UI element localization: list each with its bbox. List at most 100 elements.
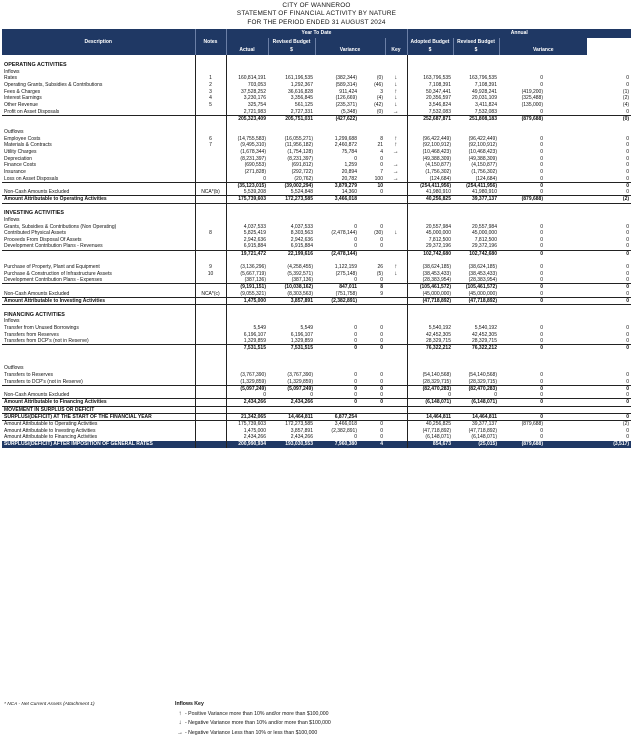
spacer-cell [499,203,545,210]
spacer-cell [453,358,499,365]
variance-pct-cell: (30) [374,230,383,237]
revised-budget-cell: 14,464,811 [268,412,315,422]
variance-pct-cell: 8 [380,135,383,142]
variance-pct-cell [359,249,385,257]
annual-revised-cell: (38,453,433) [468,270,497,277]
row-note [194,168,226,176]
revised-budget-cell: 6,915,884 [290,243,313,250]
key-cell [385,249,407,257]
row-description: Amount Attributable to Financing Activit… [2,398,195,407]
table-row: Non-Cash Amounts Excluded NCA*(c) (9,055,3… [2,290,631,298]
variance-cell: 0 [315,344,359,352]
variance-cell: (126,669) [335,95,357,102]
annual-variance-cell: (879,688) [499,195,545,204]
revised-budget-cell: 8,303,563 [290,230,313,237]
key-cell [385,62,407,69]
variance-pct-cell: 0 [359,398,385,407]
table-row: Materials & Contracts 7 (9,495,310) (11,956… [2,142,631,149]
actual-cell [225,216,268,224]
spacer-cell [359,55,385,62]
row-note [194,155,226,163]
adopted-budget-cell [406,365,453,372]
revised-budget-cell: 1,329,859 [290,338,313,345]
adopted-budget-cell: 20,356,597 [406,95,453,102]
variance-cell [315,217,359,224]
key-cell: ↑ [394,142,398,149]
variance-pct-cell: (4) [376,95,383,102]
row-description: Fees & Charges [4,88,41,95]
variance-cell [315,210,359,217]
actual-cell: 703,053 [225,81,268,89]
key-cell [385,405,407,415]
revised-budget-cell [268,62,315,69]
spacer-cell [2,305,195,312]
actual-cell: (5,097,249) [225,384,268,393]
adopted-budget-cell: (105,461,572) [406,283,453,291]
annual-revised-cell: (6,148,071) [471,434,497,441]
row-description: Non-Cash Amounts Excluded [4,290,70,297]
revised-budget-cell: (5,097,249) [268,384,315,393]
spacer-row [2,304,631,312]
key-cell [385,291,407,298]
annual-variance-pct-cell [545,365,631,372]
spacer-cell [359,358,385,365]
row-description: Development Contribution Plans - Expense… [4,277,103,284]
spacer-cell [315,352,359,359]
spacer-cell [359,257,385,264]
row-note [194,216,226,224]
annual-variance-pct-cell: 0 [545,344,632,352]
key-text: - Negative Variance Less than 10% or les… [185,729,318,736]
variance-cell: (427,622) [315,114,359,123]
row-description: SURPLUS/(DEFICIT) AFTER IMPOSITION OF GE… [2,440,195,448]
key-cell: → [392,149,399,156]
adopted-budget-cell [406,128,453,136]
adopted-budget-cell: (82,470,283) [406,384,453,393]
col-ann-variance-top [498,38,587,46]
table-row: Outflows [2,365,631,372]
key-item: ↓ - Negative Variance more than 10% and/o… [175,719,331,729]
actual-cell [225,405,268,415]
key-cell: ↑ [394,135,398,142]
key-cell [385,189,407,196]
row-description: Operating Grants, Subsidies & Contributi… [4,81,103,88]
annual-variance-pct-cell: (4) [622,102,630,108]
actual-cell: 2,434,266 [225,434,268,441]
row-description: Insurance [4,169,26,176]
spacer-cell [385,352,407,359]
actual-cell: (387,136) [225,277,268,284]
variance-cell: (2,478,144) [331,230,357,237]
spacer-cell [225,304,268,312]
annual-revised-cell [453,217,499,224]
annual-variance-cell: 0 [540,149,543,156]
row-description: Inflows [4,318,20,325]
variance-cell: 0 [354,243,357,250]
revised-budget-cell: (387,136) [291,277,313,284]
row-description: OPERATING ACTIVITIES [4,61,67,68]
row-description: Outflows [4,128,24,135]
row-description: Amount Attributable to Operating Activit… [4,421,98,428]
spacer-cell [385,122,407,129]
annual-revised-cell: (28,329,715) [468,378,497,385]
revised-budget-cell: 2,942,636 [290,236,313,243]
annual-variance-cell: 0 [540,155,543,162]
variance-cell: 0 [354,155,357,162]
annual-variance-pct-cell: (1) [622,88,630,95]
table-row: Inflows [2,68,631,76]
table-row: Interest Earnings 4 3,230,176 3,356,845 (126… [2,95,631,102]
key-cell: ↓ [394,95,398,102]
annual-variance-cell: 0 [499,344,545,352]
spacer-cell [2,257,195,264]
revised-budget-cell: (8,231,397) [287,155,313,162]
row-note: NCA*(c) [194,290,226,298]
adopted-budget-cell: 14,464,811 [406,412,453,422]
table-row: Amount Attributable to Operating Activit… [2,420,631,428]
actual-cell: (271,828) [225,168,268,176]
adopted-budget-cell: (47,718,892) [406,427,453,435]
annual-revised-cell: (38,624,185) [468,263,497,270]
row-description: Grants, Subsidies & Contributions (Non O… [4,223,117,230]
table-row: Loss on Asset Disposals 0 (20,762) 20,782 10… [2,175,631,183]
row-description: Outflows [4,365,24,372]
annual-revised-cell: (124,684) [475,175,497,182]
variance-cell [315,311,359,318]
spacer-cell [406,358,453,366]
